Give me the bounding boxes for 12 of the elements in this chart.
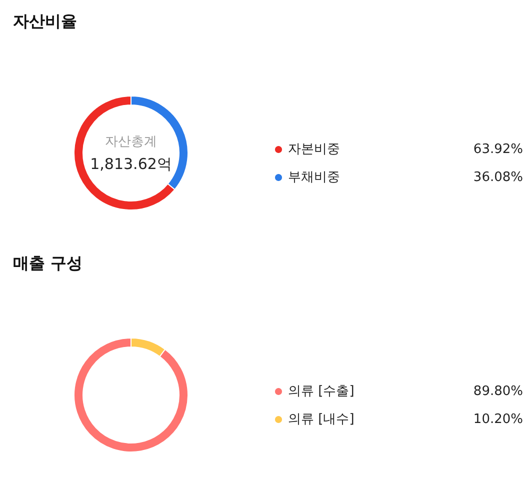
data-label: 63.92%: [473, 142, 523, 157]
legend-label: 자본비중: [288, 142, 340, 157]
legend-label: 부채비중: [288, 170, 340, 185]
chart-title: 자산비율: [13, 12, 77, 30]
chart-title: 매출 구성: [13, 254, 83, 272]
text: 1,813.62억: [90, 155, 172, 173]
legend-label: 의류 [수출]: [288, 384, 354, 399]
text: 자산총계: [105, 134, 157, 150]
data-label: 10.20%: [473, 412, 523, 427]
data-label: 89.80%: [473, 384, 523, 399]
legend-label: 의류 [내수]: [288, 412, 354, 427]
data-label: 36.08%: [473, 170, 523, 185]
